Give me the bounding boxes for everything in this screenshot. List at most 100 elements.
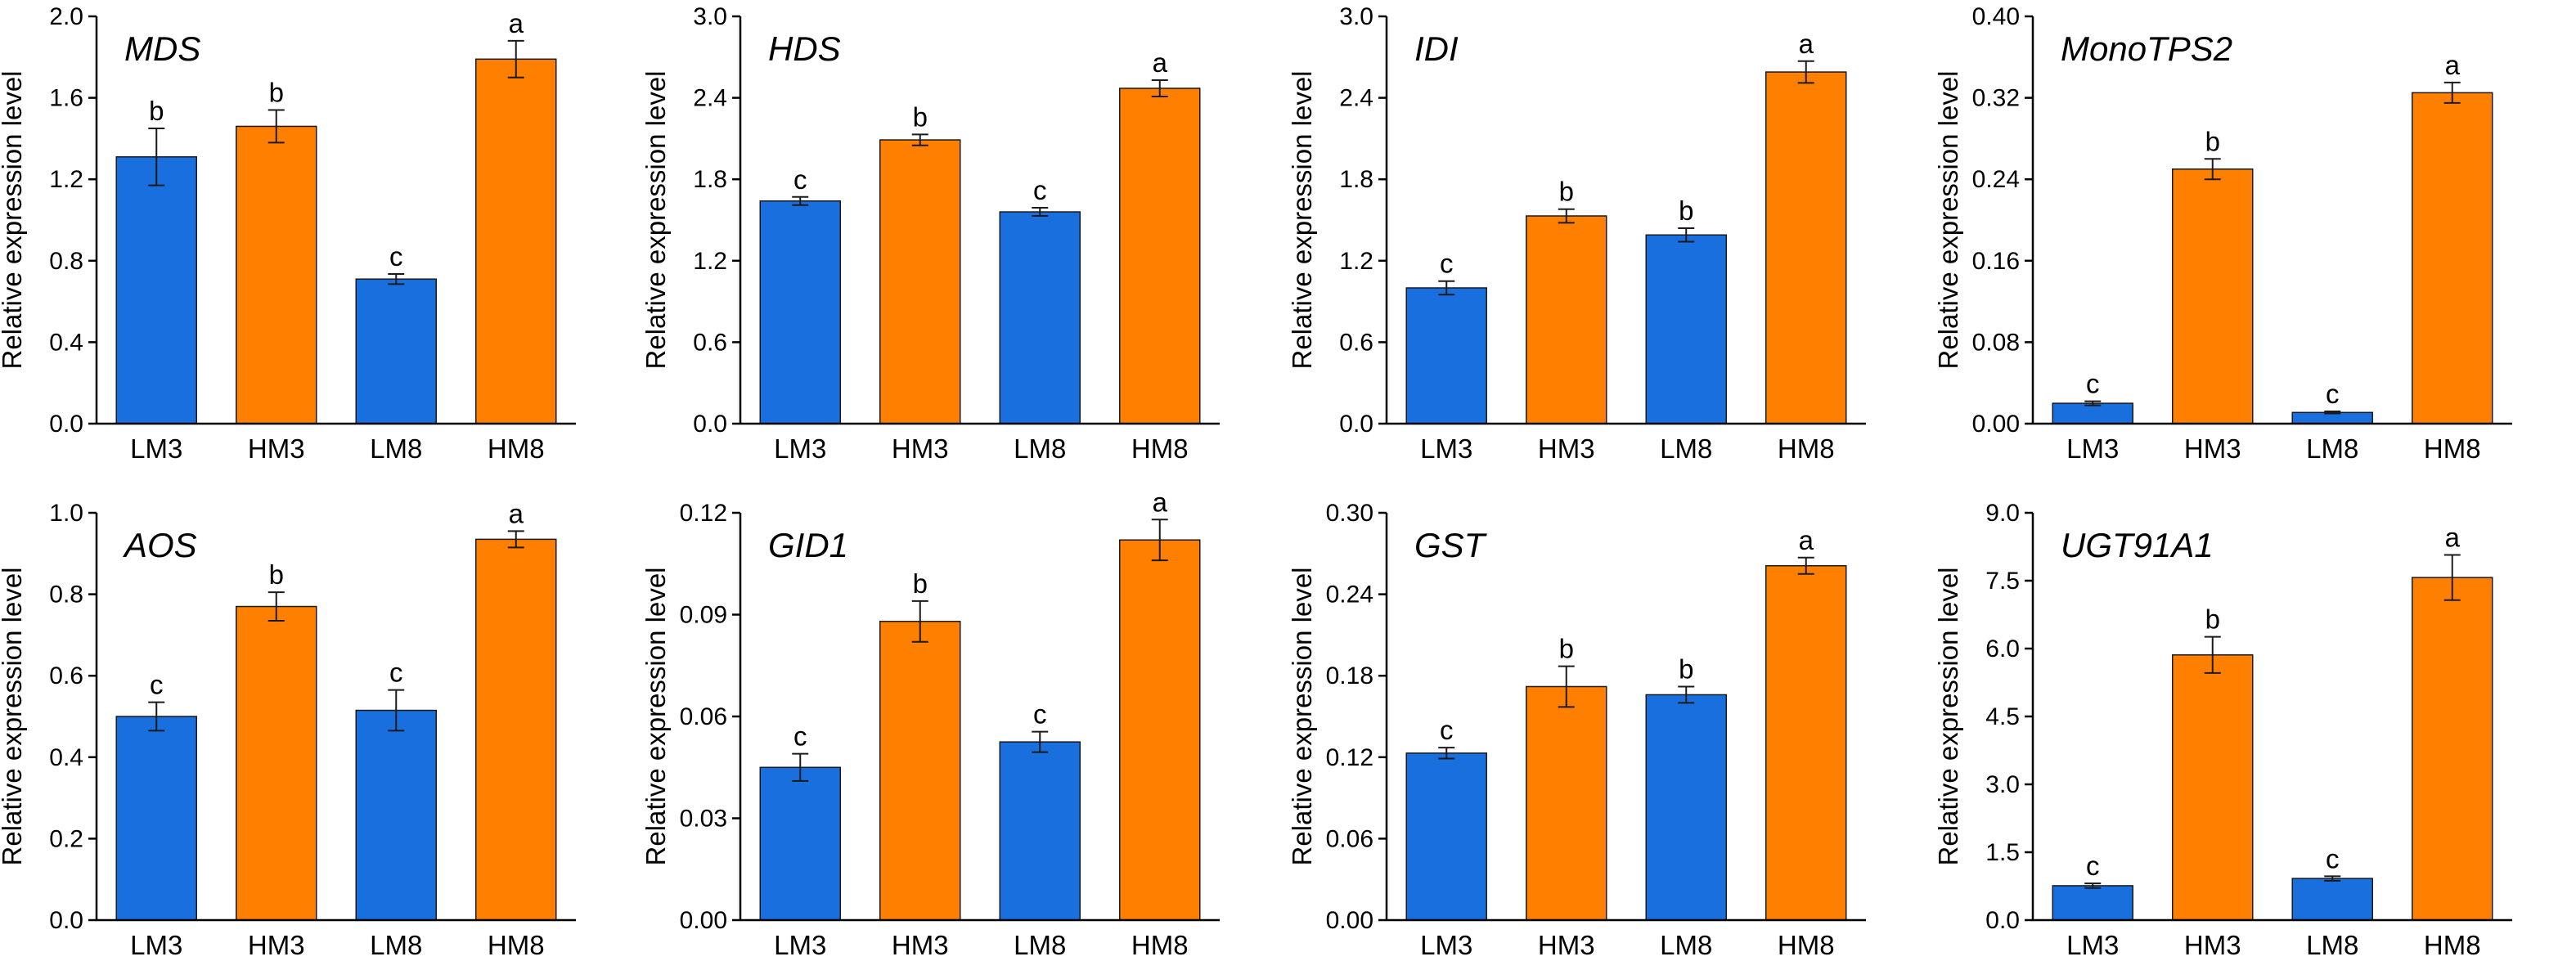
bar-hm3 xyxy=(879,621,961,921)
chart-title: HDS xyxy=(768,29,841,68)
significance-label: b xyxy=(1679,653,1693,684)
bar-lm3 xyxy=(1405,752,1487,921)
chart-panel-aos: 0.0 0.2 0.4 0.6 0.8 1.0 c LM3 b HM3 c LM8 a HM8 AOS Rel… xyxy=(0,498,576,960)
x-tick-label: LM8 xyxy=(1014,433,1066,464)
x-tick-label: HM8 xyxy=(488,433,545,464)
y-tick-label: 0.00 xyxy=(680,907,727,934)
y-tick-label: 9.0 xyxy=(1985,500,2020,527)
significance-label: c xyxy=(793,164,807,195)
significance-label: c xyxy=(2086,851,2100,881)
y-tick-label: 1.6 xyxy=(49,85,83,112)
bar-lm3 xyxy=(1405,287,1487,424)
x-tick-label: LM3 xyxy=(130,433,182,464)
x-tick-label: HM8 xyxy=(488,930,545,960)
y-tick-label: 0.16 xyxy=(1972,248,2020,275)
y-tick-label: 0.00 xyxy=(1972,411,2020,438)
y-tick-label: 1.8 xyxy=(1339,166,1373,193)
y-tick-label: 0.0 xyxy=(1985,907,2020,934)
y-axis-title: Relative expression level xyxy=(0,567,27,865)
bar-hm3 xyxy=(2172,653,2254,921)
significance-label: c xyxy=(389,241,403,272)
x-tick-label: HM8 xyxy=(2424,433,2481,464)
x-tick-label: HM3 xyxy=(1538,930,1595,960)
significance-label: a xyxy=(2445,50,2461,80)
x-tick-label: LM8 xyxy=(2306,433,2358,464)
chart-panel-idi: 0.0 0.6 1.2 1.8 2.4 3.0 c LM3 b HM3 b LM8 a HM8 IDI Rel… xyxy=(1287,3,1866,464)
significance-label: c xyxy=(389,658,403,688)
y-axis-title: Relative expression level xyxy=(641,567,671,865)
bar-hm3 xyxy=(879,139,961,424)
x-tick-label: LM8 xyxy=(370,433,422,464)
significance-label: c xyxy=(1440,715,1454,745)
chart-panel-mds: 0.0 0.4 0.8 1.2 1.6 2.0 b LM3 b HM3 c LM8 a HM8 MDS Rel… xyxy=(0,3,576,464)
chart-panel-monotps2: 0.00 0.08 0.16 0.24 0.32 0.40 c LM3 b HM3 c LM8 a HM8… xyxy=(1933,3,2512,464)
bar-hm8 xyxy=(2412,92,2493,424)
bar-lm8 xyxy=(1645,234,1727,424)
y-tick-label: 4.5 xyxy=(1985,703,2020,730)
significance-label: c xyxy=(2326,379,2340,409)
bar-hm3 xyxy=(1526,215,1607,424)
significance-label: c xyxy=(1033,699,1047,730)
x-tick-label: LM8 xyxy=(1660,433,1712,464)
significance-label: b xyxy=(1559,177,1574,207)
bar-hm8 xyxy=(1119,539,1201,921)
significance-label: b xyxy=(913,568,928,599)
chart-title: GST xyxy=(1414,526,1488,564)
y-tick-label: 1.8 xyxy=(693,166,727,193)
significance-label: c xyxy=(2086,369,2100,399)
x-tick-label: HM8 xyxy=(1131,930,1189,960)
y-tick-label: 0.03 xyxy=(680,806,727,833)
x-tick-label: LM8 xyxy=(1014,930,1066,960)
x-tick-label: HM3 xyxy=(892,930,949,960)
x-tick-label: LM3 xyxy=(774,433,826,464)
chart-title: GID1 xyxy=(768,526,848,564)
significance-label: b xyxy=(269,559,284,590)
significance-label: b xyxy=(149,96,164,126)
y-tick-label: 0.0 xyxy=(49,411,83,438)
bar-lm8 xyxy=(999,211,1081,424)
y-tick-label: 0.6 xyxy=(49,662,83,689)
y-tick-label: 0.12 xyxy=(680,500,727,527)
significance-label: c xyxy=(2326,843,2340,873)
x-tick-label: HM3 xyxy=(248,930,305,960)
y-tick-label: 0.2 xyxy=(49,825,83,852)
x-tick-label: LM3 xyxy=(1420,930,1472,960)
significance-label: b xyxy=(269,78,284,108)
y-tick-label: 0.8 xyxy=(49,582,83,608)
y-tick-label: 2.4 xyxy=(693,85,727,112)
y-tick-label: 0.32 xyxy=(1972,85,2020,112)
significance-label: a xyxy=(1153,487,1168,517)
bar-hm8 xyxy=(2412,577,2493,921)
y-tick-label: 1.0 xyxy=(49,500,83,527)
y-tick-label: 3.0 xyxy=(1985,771,2020,798)
significance-label: a xyxy=(1799,29,1814,59)
bar-hm3 xyxy=(236,125,317,424)
significance-label: b xyxy=(2205,126,2220,156)
y-tick-label: 0.12 xyxy=(1326,744,1373,771)
significance-label: c xyxy=(793,721,807,752)
x-tick-label: HM3 xyxy=(248,433,305,464)
y-tick-label: 7.5 xyxy=(1985,568,2020,595)
y-tick-label: 0.4 xyxy=(49,329,83,356)
bar-lm3 xyxy=(2052,885,2133,921)
significance-label: c xyxy=(1440,249,1454,279)
chart-panel-ugt91a1: 0.0 1.5 3.0 4.5 6.0 7.5 9.0 c LM3 b HM3 c LM8 a HM8 UGT… xyxy=(1933,500,2512,960)
chart-title: UGT91A1 xyxy=(2061,526,2214,564)
x-tick-label: LM8 xyxy=(370,930,422,960)
x-tick-label: HM3 xyxy=(892,433,949,464)
significance-label: a xyxy=(1799,525,1814,555)
y-tick-label: 0.8 xyxy=(49,248,83,275)
bar-lm3 xyxy=(115,716,197,921)
y-tick-label: 3.0 xyxy=(1339,3,1373,30)
x-tick-label: LM8 xyxy=(1660,930,1712,960)
bar-lm3 xyxy=(759,200,841,424)
y-tick-label: 0.18 xyxy=(1326,662,1373,689)
y-tick-label: 1.2 xyxy=(1339,248,1373,275)
y-axis-title: Relative expression level xyxy=(0,70,27,369)
x-tick-label: LM3 xyxy=(774,930,826,960)
significance-label: b xyxy=(2205,604,2220,635)
y-tick-label: 1.5 xyxy=(1985,839,2020,866)
y-tick-label: 1.2 xyxy=(693,248,727,275)
chart-title: MonoTPS2 xyxy=(2061,29,2232,68)
